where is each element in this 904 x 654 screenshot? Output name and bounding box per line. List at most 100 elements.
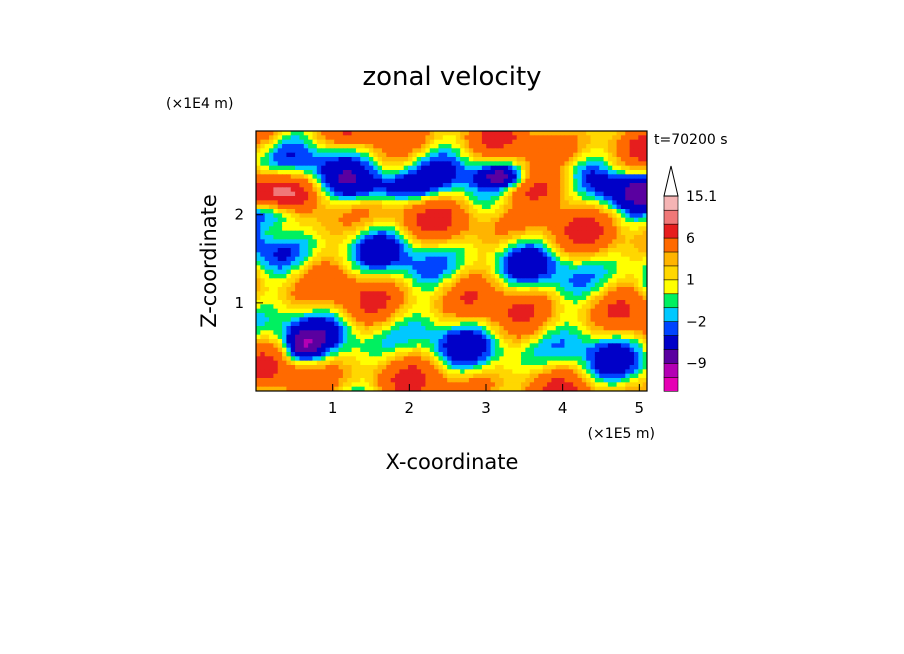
field-cell [403,313,409,318]
field-cell [325,131,331,136]
field-cell [290,187,296,193]
field-cell [329,226,335,232]
field-cell [373,282,379,288]
field-cell [425,321,431,327]
field-cell [629,252,635,258]
field-cell [525,252,531,258]
field-cell [442,157,448,162]
field-cell [503,183,509,188]
field-cell [507,287,513,292]
field-cell [347,196,353,201]
field-cell [521,287,526,292]
field-cell [425,300,431,305]
field-cell [534,347,539,353]
field-cell [594,265,600,271]
field-cell [503,239,509,245]
field-cell [555,304,561,310]
field-cell [338,144,344,149]
field-cell [477,235,483,240]
field-cell [638,265,644,271]
field-cell [386,352,392,357]
field-cell [642,131,647,136]
field-cell [264,274,270,279]
field-cell [534,209,539,214]
field-cell [542,178,548,184]
field-cell [399,157,405,162]
field-cell [277,360,283,366]
field-cell [547,347,553,353]
field-cell [377,191,383,197]
field-cell [408,239,413,245]
field-cell [429,291,435,297]
field-cell [264,217,270,223]
field-cell [286,200,292,206]
field-cell [477,165,483,171]
field-cell [607,235,613,240]
field-cell [364,248,370,253]
field-cell [421,265,427,271]
field-cell [399,304,405,310]
field-cell [455,170,461,175]
field-cell [473,161,479,167]
field-cell [594,178,600,184]
field-cell [529,365,535,370]
field-cell [525,274,531,279]
field-cell [373,222,379,227]
field-cell [368,256,374,262]
field-cell [529,317,535,323]
field-cell [303,213,309,219]
field-cell [308,209,314,214]
field-cell [616,161,622,167]
field-cell [607,334,613,340]
field-cell [625,304,631,310]
field-cell [421,157,427,162]
field-cell [312,161,318,167]
field-cell [607,360,613,366]
field-cell [455,157,461,162]
field-cell [633,308,639,314]
field-cell [512,148,518,154]
field-cell [256,287,261,292]
field-cell [408,291,413,297]
velocity-field [256,131,647,391]
field-cell [329,187,335,193]
field-cell [290,282,296,288]
field-cell [581,330,587,336]
field-cell [325,352,331,357]
field-cell [616,365,622,370]
field-cell [381,235,387,240]
field-cell [568,196,574,201]
field-cell [625,321,631,327]
field-cell [521,183,526,188]
field-cell [581,252,587,258]
field-cell [555,144,561,149]
field-cell [612,339,618,344]
field-cell [594,269,600,275]
field-cell [421,204,427,210]
field-cell [464,265,470,271]
field-cell [568,161,574,167]
field-cell [607,187,613,193]
field-cell [447,204,453,210]
field-cell [273,144,279,149]
field-cell [360,308,366,314]
field-cell [412,304,418,310]
field-cell [499,343,505,349]
field-cell [599,161,605,167]
field-cell [477,152,483,158]
field-cell [325,139,331,145]
field-cell [429,161,435,167]
field-cell [347,191,353,197]
field-cell [555,191,561,197]
field-cell [521,300,526,305]
field-cell [481,139,487,145]
field-cell [260,269,266,275]
field-cell [607,183,613,188]
field-cell [390,178,396,184]
field-cell [551,170,557,175]
field-cell [295,157,301,162]
field-cell [290,313,296,318]
field-cell [412,252,418,258]
field-cell [264,157,270,162]
field-cell [286,317,292,323]
